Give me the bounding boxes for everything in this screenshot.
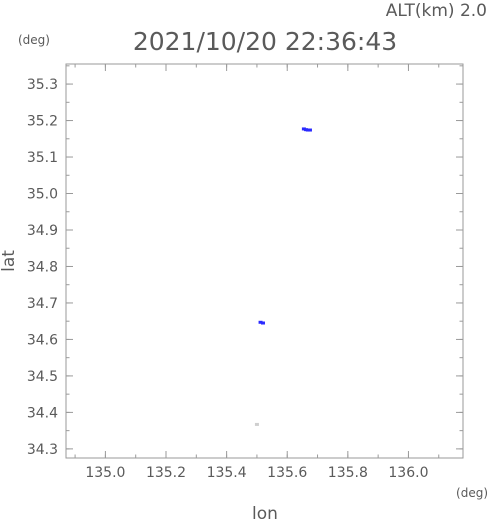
y-tick-label: 35.1 (27, 150, 58, 166)
x-tick-label: 135.4 (207, 465, 247, 481)
y-tick-label: 35.3 (27, 77, 58, 93)
y-axis: 34.3 34.4 34.5 34.6 34.7 34.8 34.9 35.0 35.1 35.2… (27, 65, 463, 458)
x-tick-label: 135.6 (267, 465, 307, 481)
altitude-label: ALT(km) 2.0 (386, 1, 487, 21)
y-axis-title: lat (0, 250, 19, 272)
x-tick-label: 135.2 (146, 465, 186, 481)
scatter-point (301, 127, 306, 131)
y-tick-label: 34.5 (27, 369, 58, 385)
x-axis-title: lon (252, 504, 278, 521)
x-axis: 135.0 135.2 135.4 135.6 135.8 136.0 (74, 64, 440, 481)
y-tick-label: 34.3 (27, 442, 58, 458)
x-tick-label: 135.0 (85, 465, 125, 481)
y-tick-label: 34.6 (27, 332, 58, 348)
y-tick-label: 34.8 (27, 259, 58, 275)
y-tick-label: 35.0 (27, 187, 58, 203)
scatter-point (307, 128, 312, 132)
x-tick-label: 136.0 (388, 465, 428, 481)
y-unit-label: (deg) (18, 33, 50, 47)
scatter-points (254, 127, 312, 426)
x-unit-label: (deg) (456, 486, 488, 500)
scatter-point (254, 422, 259, 426)
y-tick-label: 34.9 (27, 223, 58, 239)
scatter-point (260, 321, 265, 325)
y-tick-label: 34.4 (27, 405, 58, 421)
scatter-point (258, 320, 263, 324)
x-tick-label: 135.8 (328, 465, 368, 481)
scatter-point (305, 128, 310, 132)
timestamp-title: 2021/10/20 22:36:43 (133, 27, 397, 56)
plot-frame (65, 63, 464, 459)
y-tick-label: 35.2 (27, 114, 58, 130)
y-tick-label: 34.7 (27, 296, 58, 312)
